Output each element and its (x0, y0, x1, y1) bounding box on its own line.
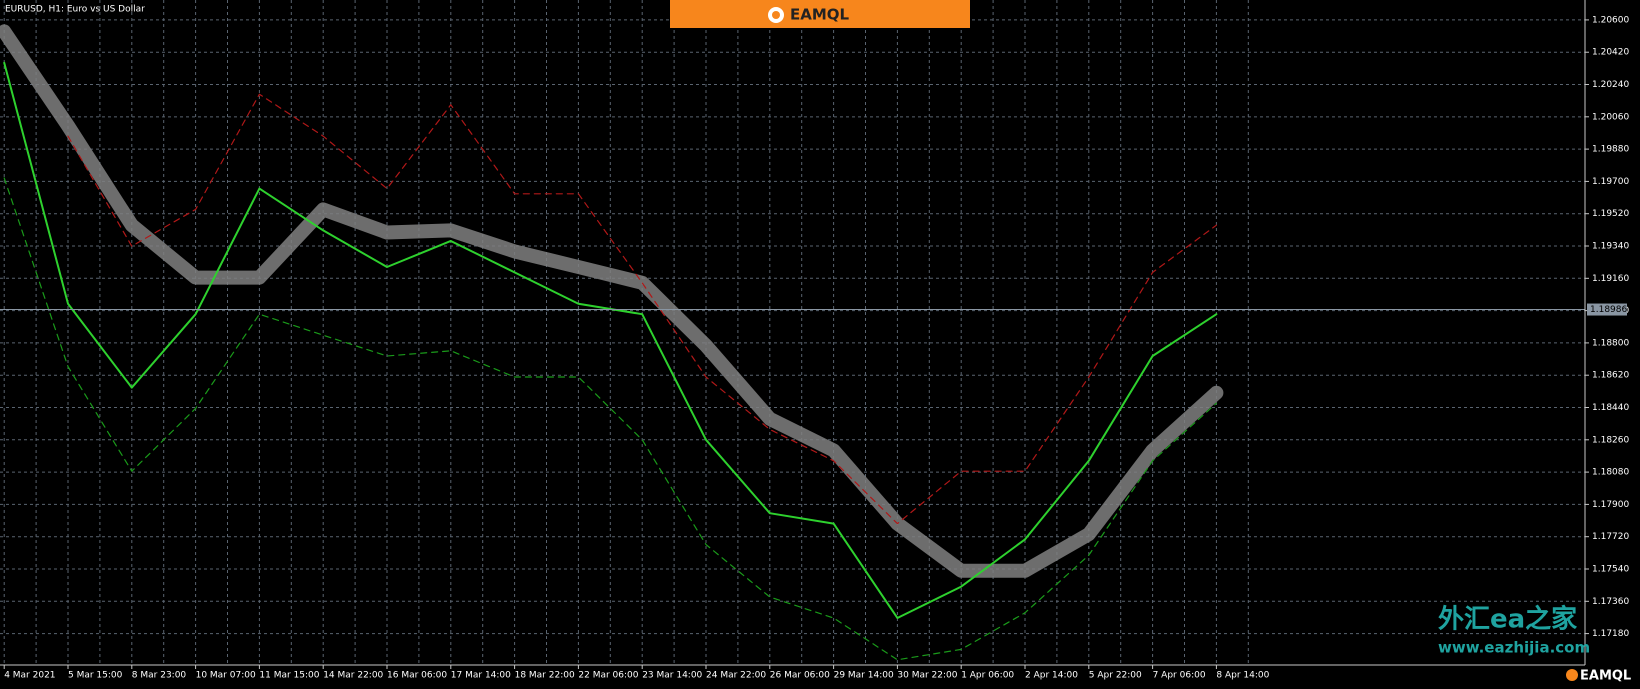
y-tick-label: 1.19700 (1592, 177, 1629, 187)
x-tick-label: 2 Apr 14:00 (1025, 671, 1078, 681)
brand-footer-text: EAMQL (1580, 669, 1631, 684)
x-tick-label: 5 Apr 22:00 (1089, 671, 1142, 681)
x-tick-label: 16 Mar 06:00 (387, 671, 447, 681)
y-tick-label: 1.17900 (1592, 500, 1629, 510)
chart-title: EURUSD, H1: Euro vs US Dollar (5, 5, 145, 15)
y-tick-label: 1.18440 (1592, 403, 1629, 413)
watermark-url: www.eazhijia.com (1438, 639, 1590, 657)
brand-footer-icon (1566, 669, 1578, 681)
y-tick-label: 1.19880 (1592, 145, 1629, 155)
x-tick-label: 7 Apr 06:00 (1153, 671, 1206, 681)
y-tick-label: 1.18620 (1592, 371, 1629, 381)
y-tick-label: 1.20600 (1592, 15, 1629, 25)
lower-band (3, 177, 1217, 661)
x-tick-label: 1 Apr 06:00 (961, 671, 1014, 681)
y-tick-label: 1.20240 (1592, 80, 1629, 90)
y-tick-label: 1.18080 (1592, 468, 1629, 478)
brand-banner (670, 0, 970, 28)
x-tick-label: 5 Mar 15:00 (68, 671, 123, 681)
y-tick-label: 1.19340 (1592, 242, 1629, 252)
x-tick-label: 8 Mar 23:00 (132, 671, 187, 681)
y-tick-label: 1.20060 (1592, 112, 1629, 122)
current-price-label: 1.18986 (1590, 305, 1627, 315)
y-tick-label: 1.17720 (1592, 532, 1629, 542)
x-tick-label: 8 Apr 14:00 (1216, 671, 1269, 681)
x-tick-label: 26 Mar 06:00 (770, 671, 830, 681)
y-tick-label: 1.17540 (1592, 565, 1629, 575)
current-price-box (1587, 303, 1627, 316)
moving-average (0, 24, 1224, 578)
x-tick-label: 23 Mar 14:00 (642, 671, 702, 681)
y-tick-label: 1.17180 (1592, 629, 1629, 639)
brand-footer-bg (1564, 666, 1640, 685)
watermark-title: 外汇ea之家 (1438, 604, 1577, 635)
brand-icon-inner (772, 11, 780, 19)
x-tick-label: 17 Mar 14:00 (451, 671, 511, 681)
y-tick-label: 1.18260 (1592, 435, 1629, 445)
x-tick-label: 4 Mar 2021 (4, 671, 55, 681)
y-tick-label: 1.20420 (1592, 48, 1629, 58)
x-tick-label: 24 Mar 22:00 (706, 671, 766, 681)
y-tick-label: 1.19520 (1592, 209, 1629, 219)
price-line (3, 61, 1218, 619)
x-tick-label: 11 Mar 15:00 (259, 671, 319, 681)
x-tick-label: 30 Mar 22:00 (897, 671, 957, 681)
plot (0, 24, 1585, 661)
upper-band (67, 93, 1217, 525)
y-tick-label: 1.17360 (1592, 597, 1629, 607)
y-tick-label: 1.19160 (1592, 274, 1629, 284)
x-tick-label: 18 Mar 22:00 (515, 671, 575, 681)
x-tick-label: 14 Mar 22:00 (323, 671, 383, 681)
x-tick-label: 10 Mar 07:00 (196, 671, 256, 681)
x-tick-label: 29 Mar 14:00 (834, 671, 894, 681)
brand-text: EAMQL (790, 6, 850, 24)
y-tick-label: 1.18800 (1592, 338, 1629, 348)
x-tick-label: 22 Mar 06:00 (578, 671, 638, 681)
